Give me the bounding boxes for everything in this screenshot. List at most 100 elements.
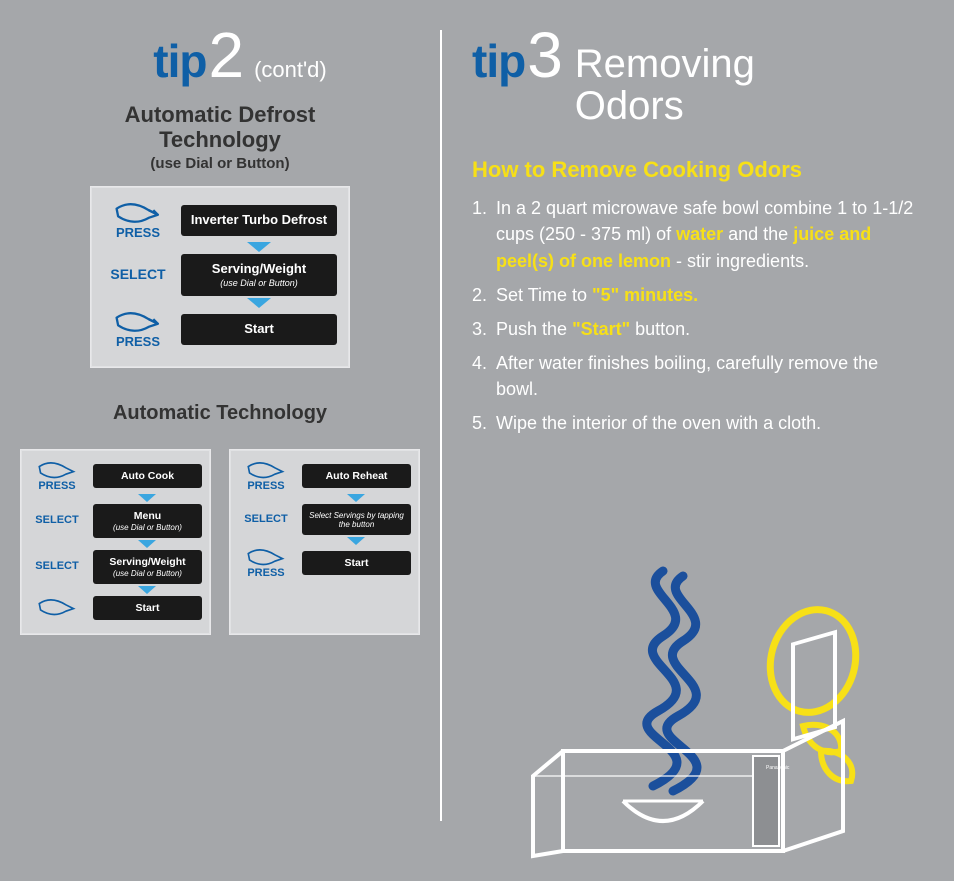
button-start: Start [93, 596, 202, 620]
step-row: PRESS Auto Reheat [238, 460, 411, 492]
step-action: SELECT [29, 516, 85, 526]
step-row: SELECT Select Servings by tapping the bu… [238, 504, 411, 535]
auto-tech-title: Automatic Technology [20, 402, 420, 425]
list-item: In a 2 quart microwave safe bowl combine… [492, 195, 914, 273]
hand-icon [115, 310, 161, 336]
defrost-subtitle: (use Dial or Button) [20, 155, 420, 172]
microwave-illustration: Panasonic [472, 541, 914, 861]
list-item: Wipe the interior of the oven with a clo… [492, 410, 914, 436]
button-start: Start [302, 551, 411, 575]
button-sublabel: Select Servings by tapping the button [306, 511, 407, 529]
tip-word: tip [153, 34, 206, 88]
text: button. [630, 319, 690, 339]
step-row: SELECT Serving/Weight (use Dial or Butto… [103, 254, 337, 296]
step-row: PRESS Auto Cook [29, 460, 202, 492]
button-label: Auto Cook [121, 470, 174, 482]
step-action-label: PRESS [116, 225, 160, 240]
button-label: Serving/Weight [109, 556, 185, 568]
step-action [29, 597, 85, 619]
step-action: PRESS [103, 310, 173, 349]
tip-word: tip [472, 34, 525, 88]
step-row: PRESS Start [103, 310, 337, 349]
step-action: PRESS [238, 460, 294, 492]
tip-contd: (cont'd) [254, 57, 327, 83]
highlight: "Start" [572, 319, 630, 339]
button-auto-reheat: Auto Reheat [302, 464, 411, 488]
arrow-down-icon [138, 540, 156, 548]
hand-icon [247, 547, 285, 569]
step-row: Start [29, 596, 202, 620]
button-start: Start [181, 314, 337, 345]
arrow-down-icon [347, 494, 365, 502]
tip2-heading: tip 2 (cont'd) [60, 30, 420, 88]
text: Wipe the interior of the oven with a clo… [496, 413, 821, 433]
button-sublabel: (use Dial or Button) [97, 569, 198, 578]
list-item: Push the "Start" button. [492, 316, 914, 342]
step-row: SELECT Menu(use Dial or Button) [29, 504, 202, 538]
highlight: water [676, 224, 723, 244]
text: Set Time to [496, 285, 592, 305]
button-auto-cook: Auto Cook [93, 464, 202, 488]
button-label: Inverter Turbo Defrost [191, 212, 327, 227]
arrow-down-icon [138, 494, 156, 502]
steam-icon [647, 571, 677, 786]
button-label: Auto Reheat [326, 470, 388, 482]
highlight: "5" minutes. [592, 285, 698, 305]
defrost-title-l2: Technology [20, 127, 420, 152]
button-sublabel: (use Dial or Button) [97, 523, 198, 532]
page: tip 2 (cont'd) Automatic Defrost Technol… [0, 0, 954, 881]
step-action-label: SELECT [35, 514, 78, 526]
defrost-title-l1: Automatic Defrost [20, 102, 420, 127]
step-action-label: PRESS [247, 480, 284, 492]
tip3-column: tip 3 Removing Odors How to Remove Cooki… [442, 0, 954, 881]
button-label: Start [345, 557, 369, 569]
step-action: SELECT [29, 562, 85, 572]
step-row: PRESS Start [238, 547, 411, 579]
arrow-down-icon [247, 242, 271, 252]
auto-cook-card: PRESS Auto Cook SELECT Menu(use Dial or … [20, 449, 211, 636]
button-label: Start [244, 321, 274, 336]
text: After water finishes boiling, carefully … [496, 353, 878, 399]
list-item: Set Time to "5" minutes. [492, 282, 914, 308]
button-label: Menu [134, 510, 161, 522]
arrow-down-icon [347, 537, 365, 545]
button-select-servings: Select Servings by tapping the button [302, 504, 411, 535]
step-action-label: PRESS [247, 567, 284, 579]
step-action-label: SELECT [110, 266, 165, 282]
arrow-down-icon [247, 298, 271, 308]
tip3-title-l2: Odors [575, 85, 755, 127]
tip3-title-l1: Removing [575, 43, 755, 85]
text: Push the [496, 319, 572, 339]
button-label: Start [136, 602, 160, 614]
hand-icon [38, 597, 76, 619]
text: and the [723, 224, 793, 244]
auto-reheat-card: PRESS Auto Reheat SELECT Select Servings… [229, 449, 420, 636]
step-action: PRESS [29, 460, 85, 492]
step-action: SELECT [103, 268, 173, 282]
step-action-label: SELECT [35, 560, 78, 572]
step-action-label: PRESS [116, 334, 160, 349]
button-serving-weight: Serving/Weight(use Dial or Button) [93, 550, 202, 584]
step-action: PRESS [103, 201, 173, 240]
odors-heading: How to Remove Cooking Odors [472, 157, 914, 183]
tip3-heading: tip 3 Removing Odors [472, 30, 914, 127]
lemon-icon [759, 600, 867, 722]
odors-steps-list: In a 2 quart microwave safe bowl combine… [472, 195, 914, 436]
step-action-label: SELECT [244, 513, 287, 525]
microwave-icon [533, 632, 843, 856]
text: - stir ingredients. [671, 251, 809, 271]
hand-icon [38, 460, 76, 482]
button-sublabel: (use Dial or Button) [187, 278, 331, 288]
button-inverter-turbo-defrost: Inverter Turbo Defrost [181, 205, 337, 236]
defrost-card: PRESS Inverter Turbo Defrost SELECT Serv… [90, 186, 350, 368]
step-action-label: PRESS [38, 480, 75, 492]
step-row: SELECT Serving/Weight(use Dial or Button… [29, 550, 202, 584]
step-action: SELECT [238, 515, 294, 525]
hand-icon [115, 201, 161, 227]
step-row: PRESS Inverter Turbo Defrost [103, 201, 337, 240]
tip-number: 3 [527, 30, 563, 81]
button-menu: Menu(use Dial or Button) [93, 504, 202, 538]
hand-icon [247, 460, 285, 482]
lemon-peel-icon [821, 751, 852, 781]
tip-number: 2 [208, 30, 244, 81]
